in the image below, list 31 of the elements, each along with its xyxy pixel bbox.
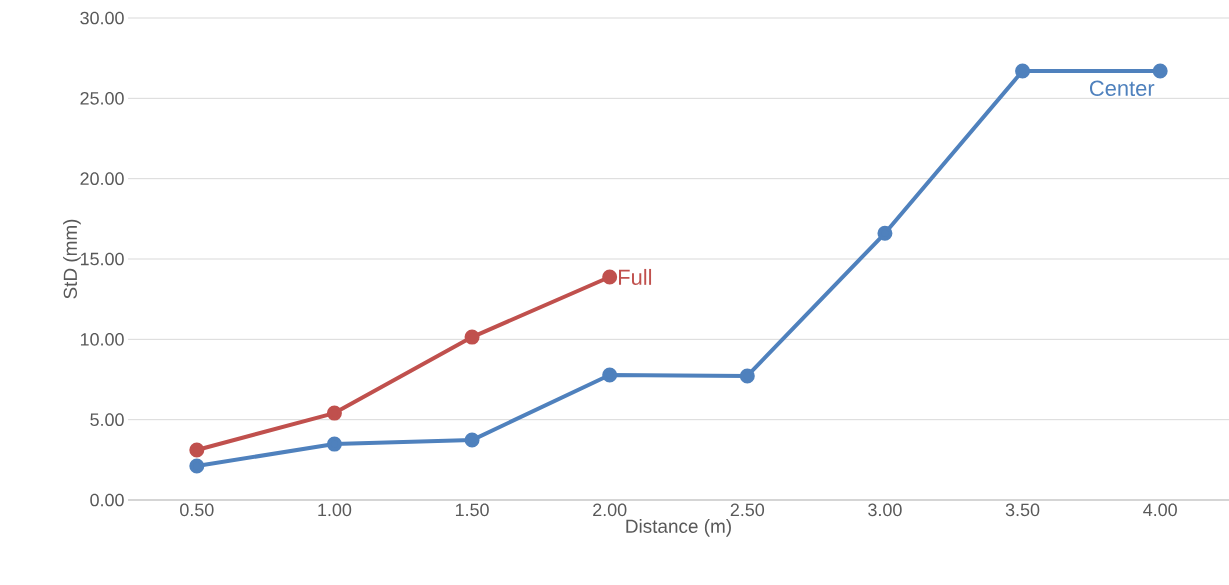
x-tick-label: 1.50 [455, 503, 489, 517]
point [1015, 63, 1031, 79]
series-label: Center [1089, 80, 1155, 97]
y-tick-label: 10.00 [80, 332, 124, 346]
point [602, 367, 618, 383]
point [189, 458, 205, 474]
point [1152, 63, 1168, 79]
point [189, 442, 205, 458]
point [326, 436, 342, 452]
y-axis-title: StD (mm) [63, 219, 81, 299]
y-tick-label: 5.00 [90, 413, 124, 427]
x-axis-title: Distance (m) [626, 519, 731, 537]
x-tick-label: 3.50 [1005, 503, 1040, 517]
x-tick-label: 3.00 [868, 503, 902, 517]
point [464, 432, 480, 448]
y-tick-label: 15.00 [80, 252, 124, 266]
y-tick-label: 0.00 [90, 493, 124, 507]
x-tick-label: 4.00 [1143, 503, 1177, 517]
point [877, 225, 893, 241]
y-tick-label: 30.00 [80, 11, 124, 25]
x-tick-label: 2.00 [593, 503, 627, 517]
point [326, 405, 342, 421]
y-tick-label: 25.00 [80, 91, 124, 105]
series-label: Full [619, 268, 652, 286]
x-tick-label: 1.00 [318, 503, 352, 517]
x-tick-label: 2.50 [730, 503, 765, 517]
x-tick-label: 0.50 [180, 503, 214, 517]
point [602, 269, 618, 285]
point [739, 368, 755, 384]
point [464, 329, 480, 345]
y-tick-label: 20.00 [80, 172, 124, 186]
